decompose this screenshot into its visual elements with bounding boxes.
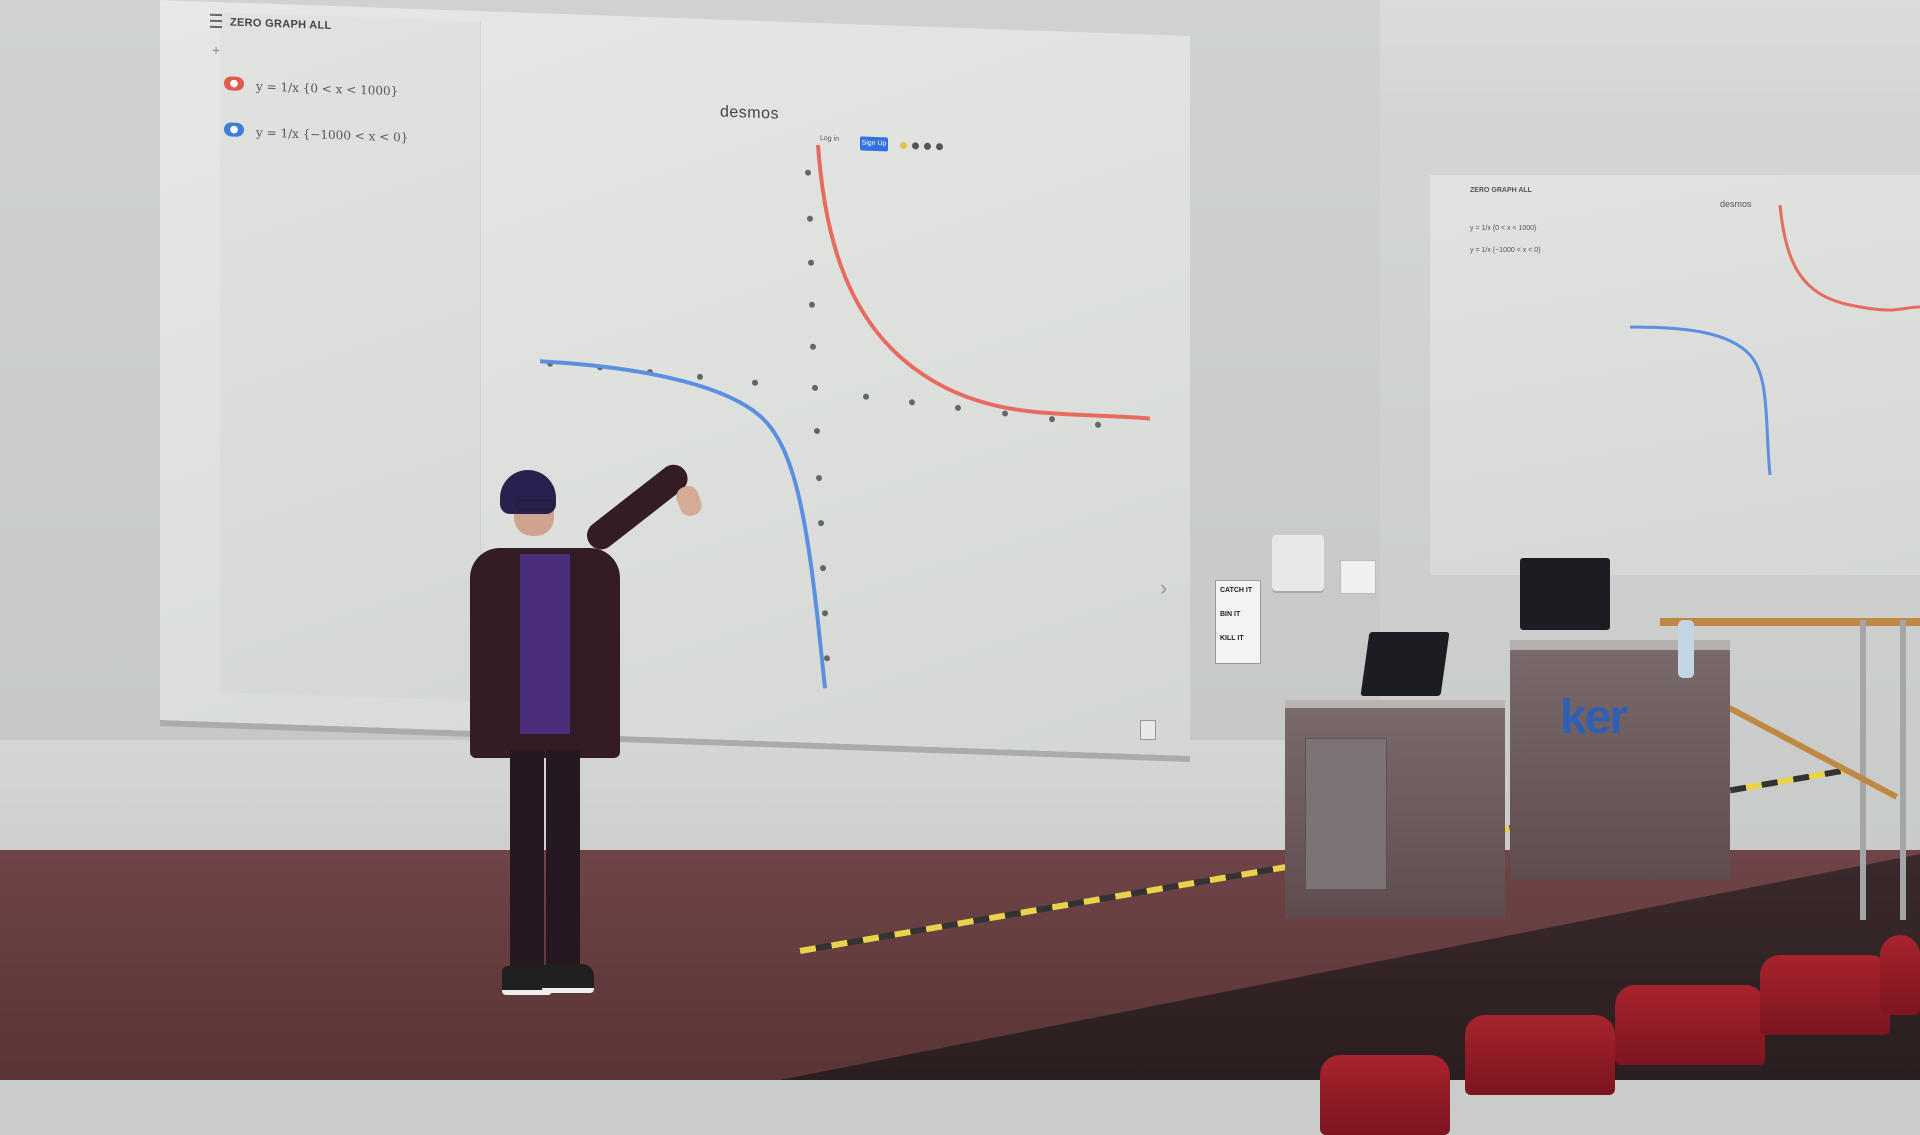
poster-line-2: BIN IT xyxy=(1220,611,1241,618)
water-bottle xyxy=(1678,620,1694,678)
audience-seat xyxy=(1615,985,1765,1065)
hygiene-poster: CATCH IT BIN IT KILL IT xyxy=(1215,580,1261,664)
rail-post xyxy=(1900,620,1906,920)
presenter-hand xyxy=(673,483,705,519)
curve-positive xyxy=(816,144,1151,421)
main-projection-screen: ZERO GRAPH ALL + y = 1/x {0 < x < 1000} … xyxy=(160,0,1190,756)
lectern-left xyxy=(1285,700,1505,918)
secondary-projection-screen: ZERO GRAPH ALL desmos y = 1/x {0 < x < 1… xyxy=(1430,175,1920,575)
curve-negative xyxy=(539,359,827,689)
secondary-desmos-logo: desmos xyxy=(1720,199,1752,209)
presenter-glasses xyxy=(516,500,554,510)
audience-seat xyxy=(1880,935,1920,1015)
audience-seat xyxy=(1465,1015,1615,1095)
presenter-hair xyxy=(500,470,556,514)
poster-line-1: CATCH IT xyxy=(1220,587,1253,594)
poster-line-3: KILL IT xyxy=(1220,635,1244,642)
audience-seat xyxy=(1760,955,1890,1035)
handrail xyxy=(1660,618,1920,626)
secondary-graph-canvas xyxy=(1629,204,1920,476)
presenter-raised-arm xyxy=(581,459,694,556)
lectern-right: ker xyxy=(1510,640,1730,880)
wall-socket xyxy=(1140,720,1156,740)
laptop xyxy=(1360,632,1450,696)
graph-canvas[interactable] xyxy=(160,0,1190,756)
presenter-trousers xyxy=(546,750,580,970)
presenter-shoe xyxy=(542,964,594,993)
presenter-trousers xyxy=(510,750,544,970)
university-logo: ker xyxy=(1560,691,1628,744)
presenter-shirt xyxy=(520,554,570,734)
y-axis-ticks xyxy=(805,169,830,662)
hand-sanitizer-dispenser xyxy=(1272,535,1324,591)
wall-notice xyxy=(1340,560,1376,594)
lectern-monitor xyxy=(1520,558,1610,630)
audience-seat xyxy=(1320,1055,1450,1135)
rail-post xyxy=(1860,620,1866,920)
secondary-graph-title: ZERO GRAPH ALL xyxy=(1470,187,1532,194)
chevron-right-icon[interactable]: › xyxy=(1160,574,1168,601)
secondary-expression-1: y = 1/x {0 < x < 1000} xyxy=(1470,225,1537,232)
lectern-cabinet-door xyxy=(1305,738,1387,890)
secondary-expression-2: y = 1/x {−1000 < x < 0} xyxy=(1470,247,1541,254)
presenter xyxy=(470,459,705,1010)
x-axis-ticks xyxy=(547,360,1101,428)
